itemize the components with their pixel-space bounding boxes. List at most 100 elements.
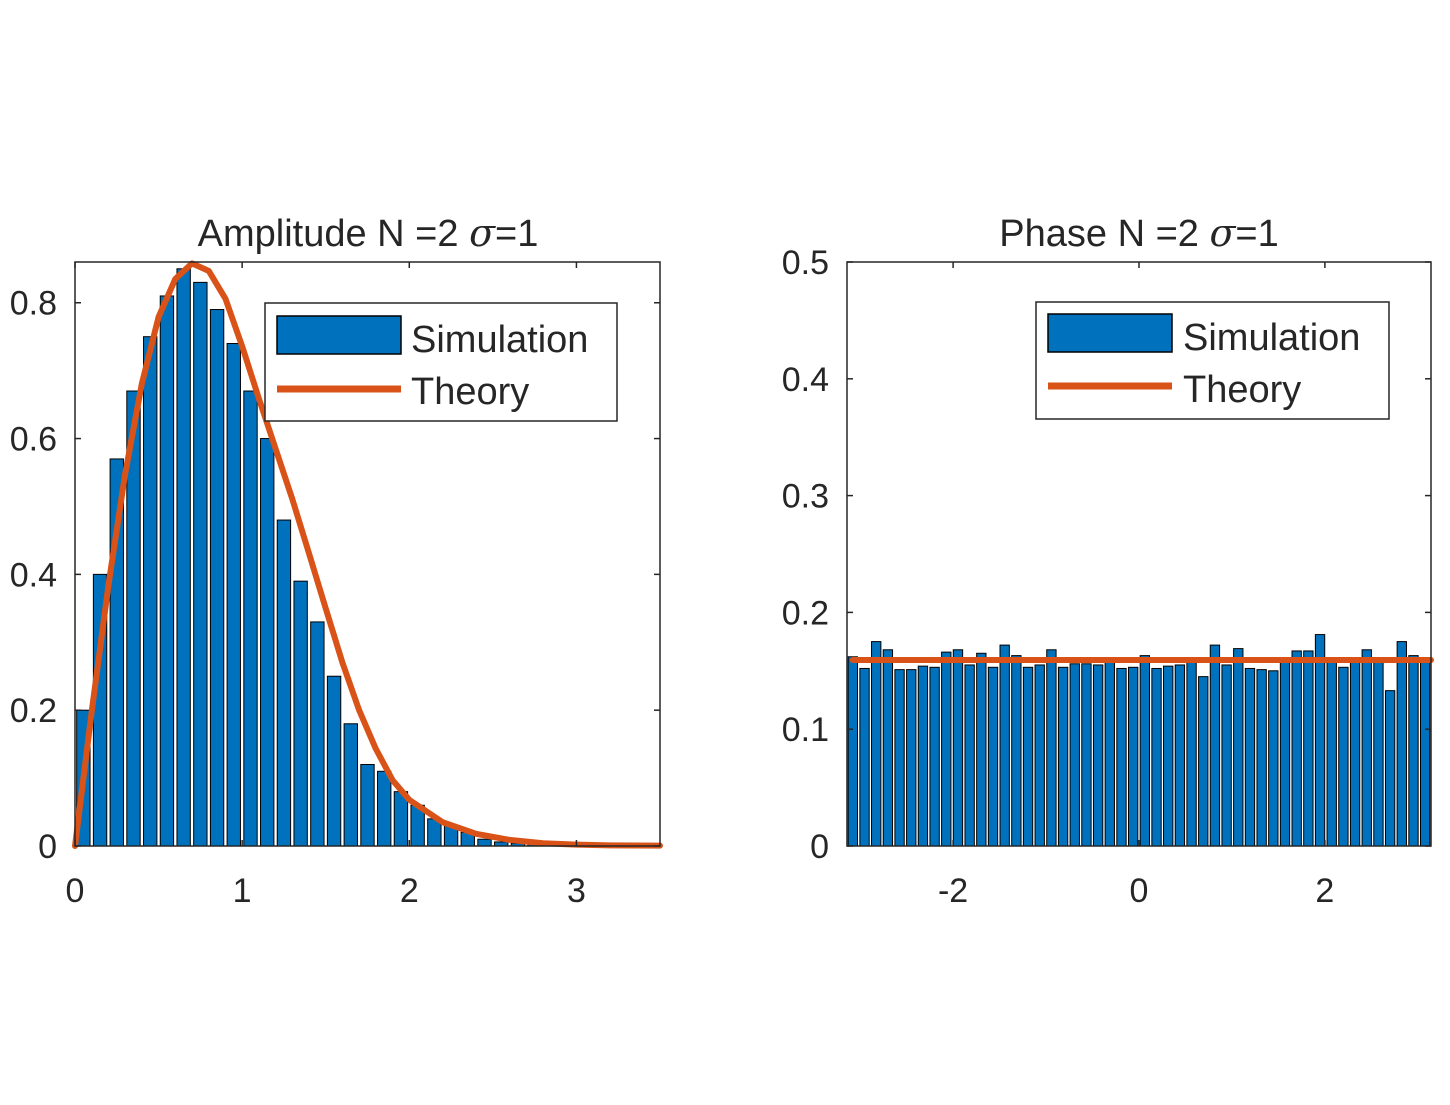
amplitude-chart-title: Amplitude N =2 σ=1 bbox=[198, 211, 539, 255]
phase-bar bbox=[1361, 649, 1372, 847]
amplitude-bar bbox=[377, 770, 392, 847]
amplitude-theory-line bbox=[72, 260, 663, 849]
phase-x-axis: -2 0 2 bbox=[938, 262, 1334, 910]
amplitude-bar bbox=[310, 621, 325, 847]
phase-bar bbox=[1408, 655, 1419, 847]
phase-bar bbox=[1186, 658, 1197, 847]
phase-bar bbox=[1419, 660, 1431, 847]
phase-bar bbox=[976, 652, 987, 847]
phase-bar bbox=[1303, 650, 1314, 847]
amplitude-bar bbox=[360, 764, 375, 847]
phase-bar bbox=[1011, 655, 1022, 847]
amplitude-bar bbox=[159, 295, 175, 847]
amplitude-y-tick-label: 0.4 bbox=[10, 556, 57, 594]
phase-y-axis: 0 0.1 0.2 0.3 0.4 0.5 bbox=[782, 244, 1431, 866]
phase-bar bbox=[1268, 670, 1279, 847]
phase-bar bbox=[1244, 667, 1256, 847]
phase-bar bbox=[1034, 664, 1045, 847]
phase-y-tick-label: 0.2 bbox=[782, 594, 829, 632]
amplitude-x-axis: 0 1 2 3 bbox=[66, 262, 586, 910]
phase-bar bbox=[1127, 666, 1139, 847]
amplitude-bars bbox=[76, 268, 643, 847]
phase-bar bbox=[952, 649, 964, 847]
phase-x-tick-label: 0 bbox=[1130, 872, 1149, 910]
phase-axes-box bbox=[846, 261, 1432, 847]
amplitude-bar bbox=[276, 519, 292, 847]
phase-bar bbox=[1233, 648, 1244, 847]
amplitude-legend-simulation-swatch bbox=[276, 315, 402, 355]
phase-bar bbox=[1291, 650, 1302, 847]
amplitude-legend-theory-label: Theory bbox=[411, 371, 529, 413]
amplitude-x-tick-label: 1 bbox=[233, 872, 252, 910]
amplitude-bar bbox=[477, 838, 492, 847]
amplitude-bar bbox=[176, 268, 191, 847]
phase-bar bbox=[1373, 660, 1384, 847]
phase-bar bbox=[1396, 641, 1407, 847]
amplitude-y-tick-label: 0.8 bbox=[10, 285, 57, 323]
phase-bar bbox=[929, 666, 940, 847]
phase-bar bbox=[894, 669, 905, 847]
phase-bar bbox=[1221, 664, 1232, 847]
phase-bar bbox=[964, 664, 975, 847]
phase-chart: Phase N =2 σ=1 -2 0 2 0 0.1 0.2 0.3 0.4 0.5 Sim… bbox=[782, 211, 1434, 910]
phase-y-tick-label: 0.1 bbox=[782, 711, 829, 749]
amplitude-axes-box bbox=[74, 261, 661, 847]
amplitude-bar bbox=[326, 675, 342, 847]
amplitude-bar bbox=[293, 580, 308, 847]
phase-bar bbox=[1256, 669, 1267, 847]
amplitude-chart: Amplitude N =2 σ=1 0 1 2 3 0 0.2 0.4 0.6 0.8 Si… bbox=[10, 211, 663, 910]
phase-bar bbox=[1081, 663, 1092, 847]
phase-bar bbox=[1139, 655, 1151, 847]
phase-bar bbox=[1198, 676, 1209, 847]
phase-bar bbox=[847, 656, 859, 847]
phase-legend-simulation-label: Simulation bbox=[1183, 317, 1360, 359]
phase-bar bbox=[859, 667, 870, 847]
phase-bar bbox=[917, 665, 929, 847]
phase-bar bbox=[987, 666, 999, 847]
phase-legend-theory-label: Theory bbox=[1183, 369, 1301, 411]
amplitude-y-axis: 0 0.2 0.4 0.6 0.8 bbox=[10, 285, 660, 866]
amplitude-legend: Simulation Theory bbox=[264, 302, 618, 422]
phase-bar bbox=[1104, 659, 1115, 847]
phase-y-tick-label: 0.4 bbox=[782, 361, 829, 399]
phase-bar bbox=[1151, 667, 1162, 847]
amplitude-bar bbox=[226, 342, 241, 847]
phase-bar bbox=[1384, 690, 1396, 847]
phase-bar bbox=[941, 651, 952, 847]
phase-bar bbox=[999, 644, 1010, 847]
phase-y-tick-label: 0.3 bbox=[782, 478, 829, 516]
phase-bar bbox=[1174, 664, 1186, 847]
amplitude-bar bbox=[193, 281, 208, 847]
amplitude-y-tick-label: 0.6 bbox=[10, 421, 57, 459]
phase-bar bbox=[1092, 664, 1104, 847]
phase-bar bbox=[1314, 634, 1326, 847]
amplitude-bar bbox=[243, 390, 258, 847]
phase-bar bbox=[906, 669, 917, 847]
amplitude-theory-curve bbox=[72, 260, 663, 849]
amplitude-bar bbox=[343, 723, 358, 847]
phase-legend-simulation-swatch bbox=[1047, 313, 1173, 353]
phase-bar bbox=[1022, 666, 1034, 847]
phase-bar bbox=[871, 641, 882, 847]
phase-bar bbox=[1163, 665, 1174, 847]
phase-bar bbox=[1209, 644, 1221, 847]
amplitude-bar bbox=[143, 336, 158, 847]
phase-bar bbox=[1279, 657, 1291, 847]
amplitude-y-tick-label: 0 bbox=[38, 828, 57, 866]
amplitude-x-tick-label: 2 bbox=[400, 872, 419, 910]
amplitude-y-tick-label: 0.2 bbox=[10, 692, 57, 730]
phase-bar bbox=[882, 649, 894, 847]
phase-chart-title: Phase N =2 σ=1 bbox=[999, 211, 1278, 255]
phase-bar bbox=[1349, 659, 1361, 847]
phase-bar bbox=[1057, 666, 1069, 847]
phase-bar bbox=[1046, 649, 1057, 847]
amplitude-x-tick-label: 3 bbox=[567, 872, 586, 910]
phase-bar bbox=[1069, 663, 1080, 847]
phase-bar bbox=[1326, 660, 1337, 847]
phase-x-tick-label: -2 bbox=[938, 872, 968, 910]
amplitude-bar bbox=[209, 309, 225, 847]
phase-y-tick-label: 0.5 bbox=[782, 244, 829, 282]
phase-bar bbox=[1338, 666, 1349, 847]
amplitude-legend-simulation-label: Simulation bbox=[411, 319, 588, 361]
